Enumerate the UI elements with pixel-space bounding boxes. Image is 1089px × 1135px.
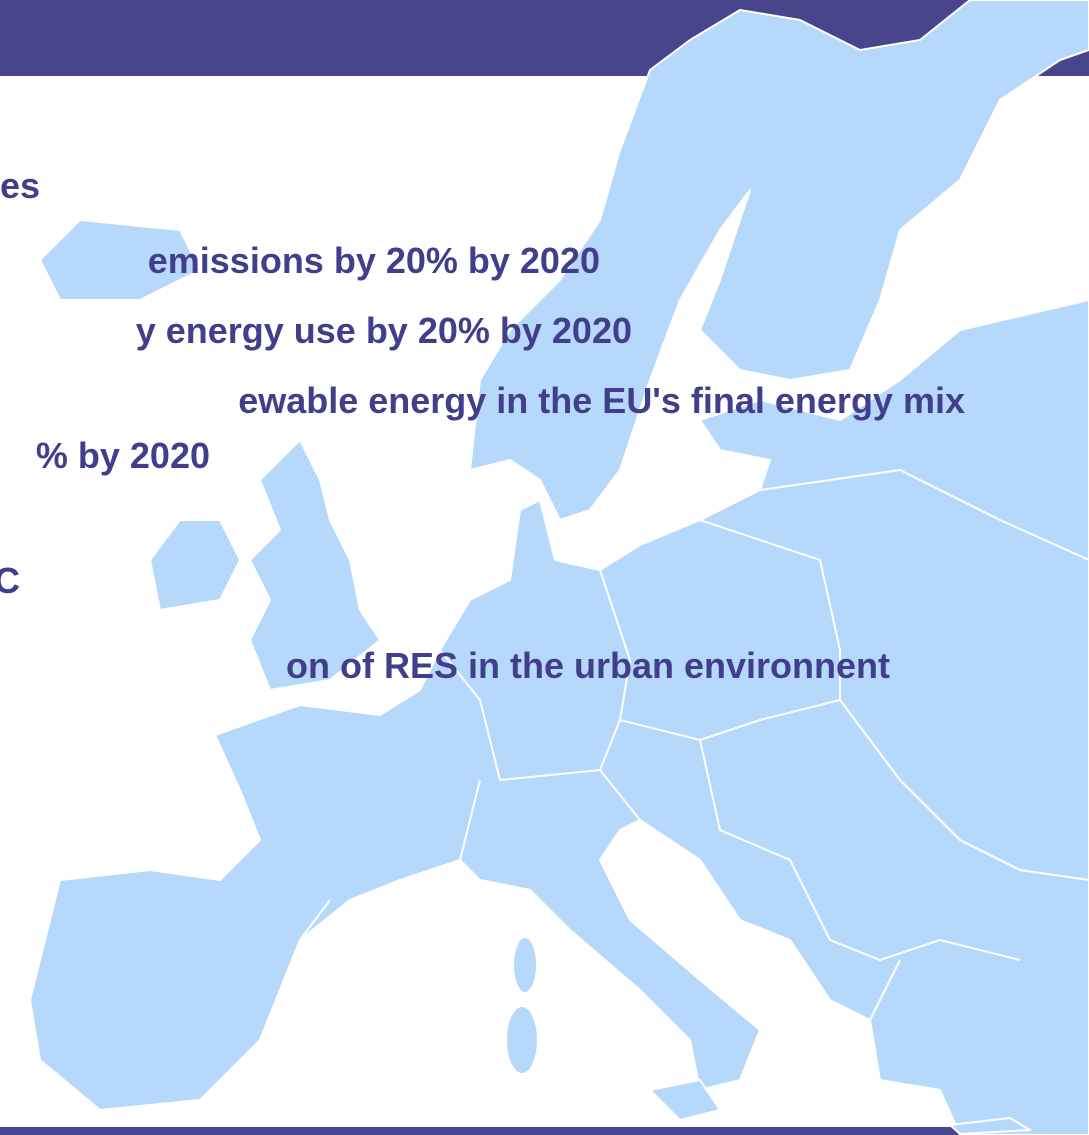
ireland bbox=[150, 520, 240, 610]
page: {"slide": {"lines": [ "es", "emissions b… bbox=[0, 0, 1089, 1135]
line: C bbox=[0, 560, 20, 601]
sardinia bbox=[506, 1006, 538, 1074]
line: es bbox=[0, 165, 40, 206]
line: on of RES in the urban environnent bbox=[286, 645, 890, 686]
line: % by 2020 bbox=[36, 435, 210, 476]
footer-band bbox=[0, 1127, 1089, 1135]
line: ewable energy in the EU's final energy m… bbox=[238, 380, 965, 421]
map bbox=[30, 0, 1089, 1135]
slide: es emissions by 20% by 2020 y energy use… bbox=[0, 0, 1089, 1135]
line: y energy use by 20% by 2020 bbox=[136, 310, 632, 351]
corsica bbox=[513, 937, 537, 993]
line: emissions by 20% by 2020 bbox=[148, 240, 600, 281]
